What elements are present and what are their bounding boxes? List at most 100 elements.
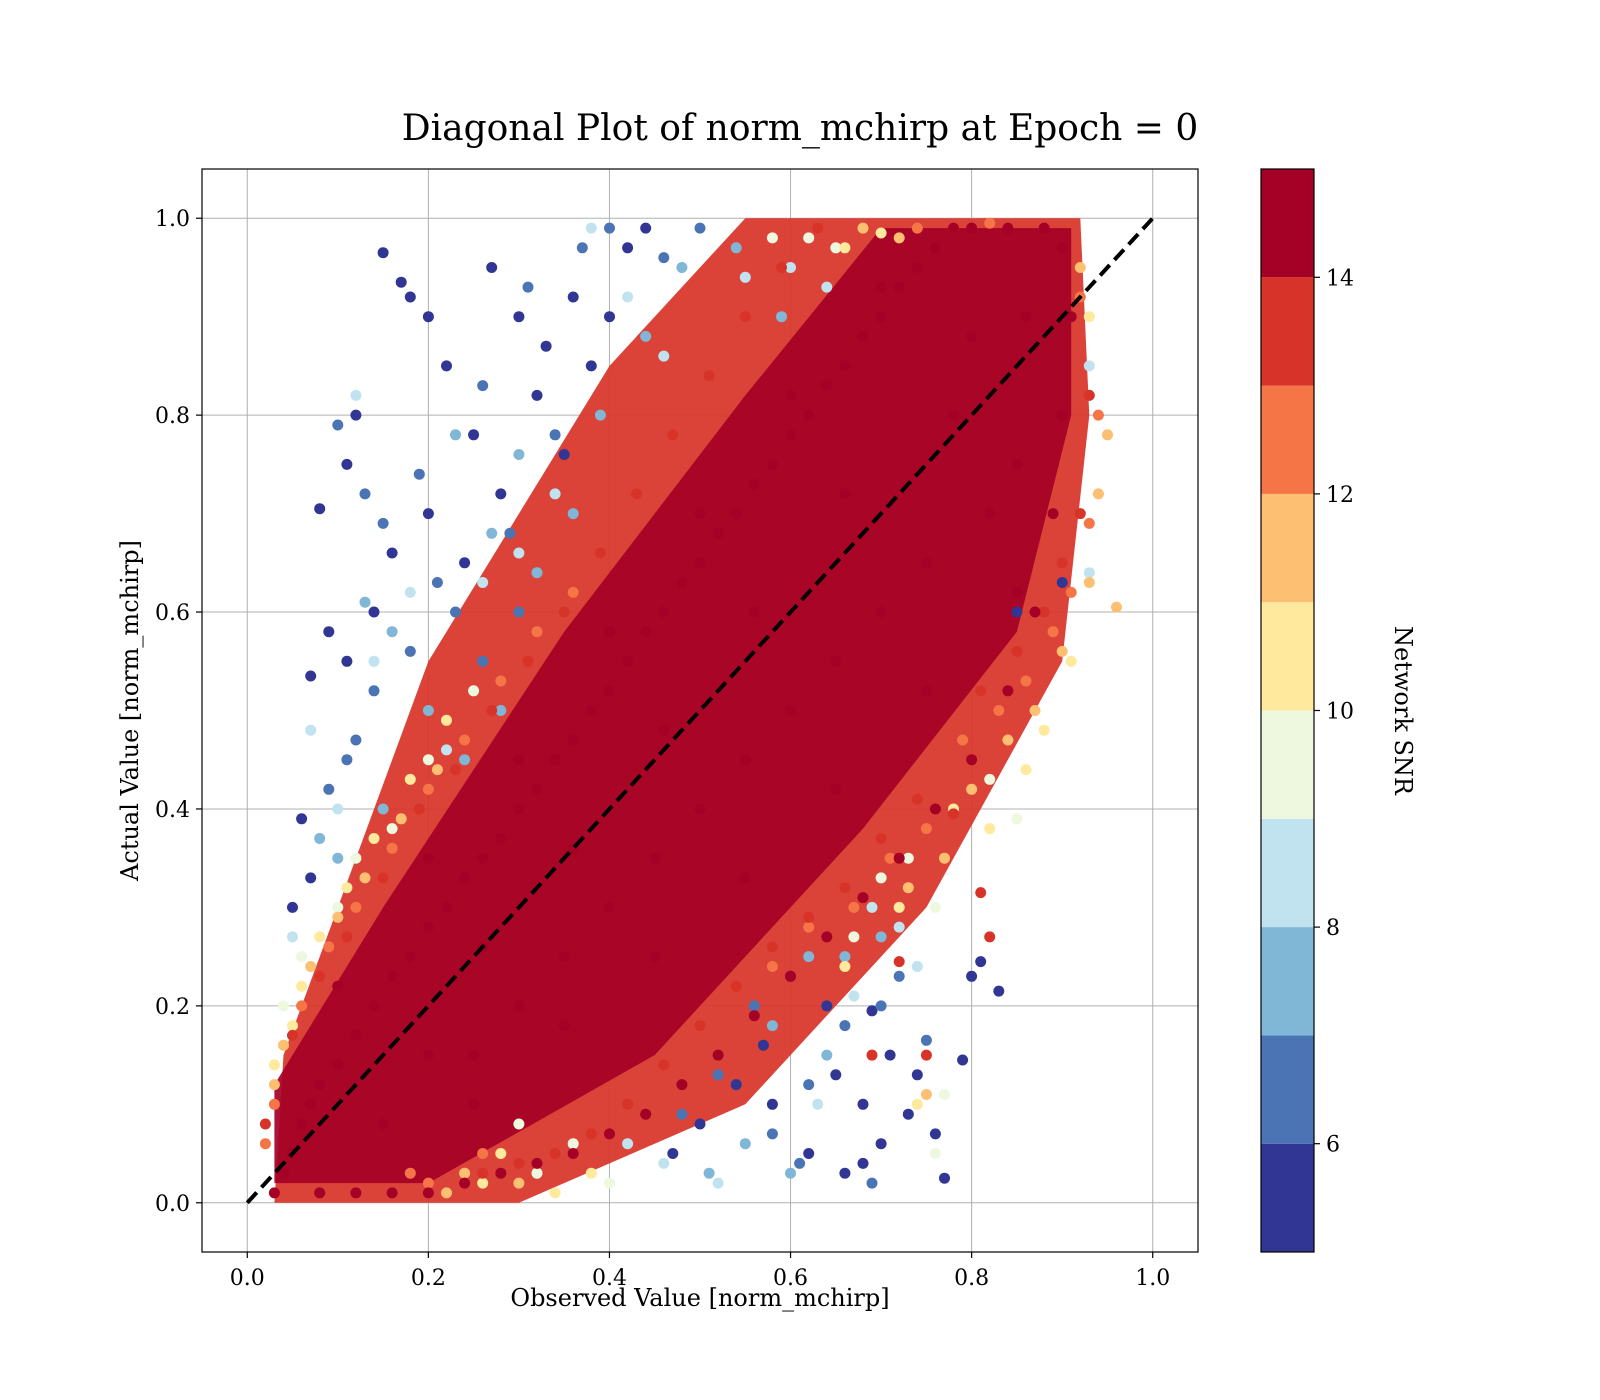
scatter-point [766,232,778,244]
x-tick-label: 0.0 [230,1266,265,1291]
scatter-point [513,311,525,323]
scatter-point [730,242,742,254]
scatter-point [305,1098,317,1110]
scatter-point [739,872,751,884]
scatter-point [441,360,452,372]
y-axis-label: Actual Value [norm_mchirp] [116,540,144,882]
scatter-point [296,1118,308,1130]
scatter-point [604,626,615,638]
scatter-point [1011,606,1023,618]
scatter-point [567,586,579,598]
scatter-point [531,1157,543,1169]
scatter-point [477,1148,489,1159]
scatter-point [513,1157,525,1169]
scatter-point [893,901,905,913]
scatter-point [549,1187,561,1199]
scatter-point [386,970,398,982]
scatter-point [748,1000,760,1012]
scatter-point [604,222,615,234]
scatter-point [368,685,380,697]
scatter-point [839,488,851,500]
scatter-point [766,1020,778,1032]
scatter-point [450,429,461,441]
scatter-point [495,675,507,687]
scatter-point [866,1005,878,1017]
scatter-point [495,705,507,716]
scatter-point [386,1187,398,1199]
scatter-point [785,429,796,441]
scatter-point [812,1098,824,1110]
scatter-point [984,823,996,835]
scatter-point [585,705,597,716]
scatter-point [459,1177,471,1189]
y-tick-label: 0.8 [155,404,190,429]
scatter-point [676,1079,688,1091]
scatter-point [422,1049,434,1061]
scatter-point [468,429,480,441]
scatter-point [567,291,579,303]
scatter-point [323,626,335,638]
identity-reference-line [245,216,1155,1205]
scatter-point [776,311,787,323]
colorbar-segment [1261,927,1314,1036]
y-tick-label: 1.0 [155,207,190,232]
scatter-point [866,1049,878,1061]
scatter-point [314,503,326,515]
scatter-point [350,852,362,864]
scatter-point [422,754,434,766]
scatter-point [893,281,905,293]
chart-title: Diagonal Plot of norm_mchirp at Epoch = … [402,108,1199,149]
scatter-point [404,645,416,657]
scatter-point [839,1020,851,1032]
scatter-point [739,754,751,766]
scatter-point [839,1167,851,1179]
scatter-point [1047,626,1059,638]
scatter-point [649,852,661,864]
scatter-point [766,941,778,953]
scatter-point [1002,222,1014,234]
scatter-point [1083,311,1095,323]
scatter-point [975,685,987,697]
scatter-point [920,823,932,835]
scatter-point [939,852,950,864]
scatter-point [513,1118,525,1130]
scatter-point [404,291,416,303]
scatter-point [966,330,978,342]
scatter-point [839,242,851,254]
scatter-point [422,852,434,864]
scatter-point [513,1177,525,1189]
scatter-point [422,705,434,716]
scatter-points [259,217,1122,1203]
scatter-point [332,1059,344,1071]
scatter-point [848,931,860,943]
scatter-point [495,488,507,500]
scatter-point [948,808,959,820]
scatter-point [413,468,425,480]
scatter-point [893,970,905,982]
scatter-point [604,1128,615,1140]
scatter-point [504,527,516,539]
scatter-point [1111,601,1122,613]
scatter-point [422,1177,434,1189]
scatter-point [567,734,579,746]
scatter-point [368,1000,380,1012]
scatter-point [287,931,298,943]
scatter-point [902,882,914,894]
scatter-point [422,311,434,323]
scatter-point [305,961,317,972]
scatter-point [848,990,860,1002]
scatter-point [857,330,869,342]
scatter-point [712,1069,724,1081]
scatter-point [730,1079,742,1091]
scatter-point [1083,389,1095,401]
scatter-point [966,783,978,795]
scatter-point [268,1059,280,1071]
scatter-point [975,887,987,899]
scatter-point [875,227,887,239]
scatter-point [694,222,706,234]
scatter-point [1065,311,1077,323]
scatter-point [875,606,887,618]
scatter-point [486,705,498,716]
scatter-point [893,232,905,244]
colorbar-segment [1261,169,1314,278]
